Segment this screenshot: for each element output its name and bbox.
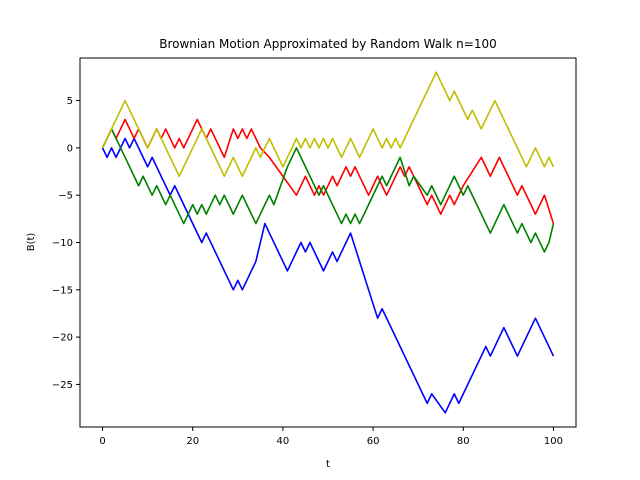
- y-axis-ticks: 5 0 −5 −10 −15 −20 −25: [52, 96, 80, 391]
- y-tick-label: 0: [67, 143, 73, 154]
- x-tick-label: 20: [186, 436, 199, 447]
- x-axis-ticks: 0 20 40 60 80 100: [99, 427, 563, 447]
- y-tick-label: −15: [52, 285, 73, 296]
- y-tick-label: −5: [58, 191, 73, 202]
- series-line-2: [101, 128, 555, 253]
- x-tick-label: 40: [277, 436, 290, 447]
- x-tick-label: 80: [457, 436, 470, 447]
- y-axis-label: B(t): [26, 233, 37, 252]
- x-tick-label: 0: [99, 436, 105, 447]
- x-tick-label: 60: [367, 436, 380, 447]
- x-axis-label: t: [326, 459, 330, 470]
- series-line-0: [101, 137, 555, 414]
- chart-title: Brownian Motion Approximated by Random W…: [159, 37, 497, 51]
- plot-lines: [101, 71, 555, 414]
- y-tick-label: 5: [67, 96, 73, 107]
- series-line-3: [101, 71, 555, 178]
- x-tick-label: 100: [544, 436, 563, 447]
- y-tick-label: −20: [52, 333, 73, 344]
- y-tick-label: −25: [52, 380, 73, 391]
- series-line-1: [101, 118, 555, 224]
- y-tick-label: −10: [52, 238, 73, 249]
